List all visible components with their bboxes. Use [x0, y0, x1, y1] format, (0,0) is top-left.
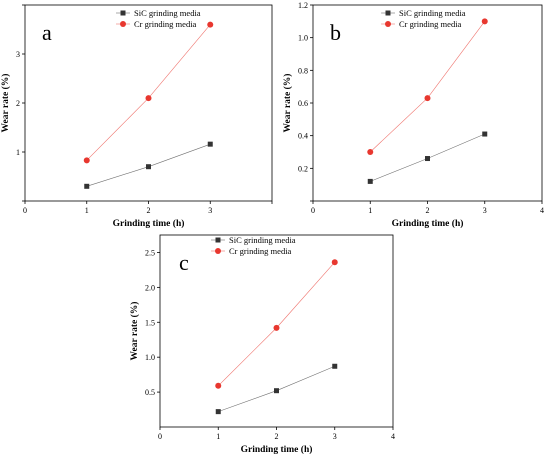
data-point-sic	[482, 131, 488, 137]
y-tick-label: 2	[16, 99, 20, 108]
data-point-cr	[145, 95, 152, 102]
x-axis-label: Grinding time (h)	[241, 444, 313, 455]
legend-marker-circle	[120, 21, 126, 27]
data-point-cr	[215, 382, 222, 389]
y-tick-label: 0.6	[298, 99, 308, 108]
data-point-cr	[367, 149, 374, 155]
data-point-sic	[332, 363, 338, 369]
y-tick-label: 0.2	[298, 164, 308, 173]
legend-label: SiC grinding media	[399, 8, 466, 18]
x-tick-label: 2	[426, 206, 430, 215]
x-tick-label: 2	[147, 206, 151, 215]
legend-label: Cr grinding media	[134, 19, 197, 29]
chart-panel-a: 0 1 2 3 1 2 3 Grinding time (h) Wear rate (%) a Si…	[0, 4, 273, 229]
x-axis-label: Grinding time (h)	[392, 218, 464, 229]
legend-marker-square	[385, 10, 391, 16]
data-point-cr	[273, 324, 280, 331]
x-tick-label: 4	[391, 432, 395, 441]
data-point-cr	[83, 157, 90, 164]
panel-label: a	[42, 20, 52, 45]
legend-marker-square	[215, 237, 221, 243]
data-point-sic	[207, 141, 213, 147]
y-tick-label: 1.5	[145, 318, 155, 327]
panel-label: b	[330, 20, 341, 45]
x-tick-label: 0	[311, 206, 315, 215]
data-point-sic	[84, 183, 90, 189]
y-tick-label: 1.0	[298, 34, 308, 43]
x-tick-label: 0	[158, 432, 162, 441]
x-tick-label: 4	[540, 206, 544, 215]
data-point-cr	[424, 95, 431, 102]
plot-frame	[159, 234, 394, 428]
x-tick-label: 3	[333, 432, 337, 441]
y-tick-label: 2.5	[145, 248, 155, 257]
y-tick-label: 1	[16, 148, 20, 157]
y-tick-label: 0.4	[298, 132, 308, 141]
data-point-sic	[274, 388, 279, 394]
y-tick-label: 1.0	[145, 353, 155, 362]
chart-panel-c: 0 1 2 3 4 0.5 1.0 1.5 2.0 2.5 Grinding time (h) Wea…	[129, 234, 395, 455]
legend-marker-circle	[385, 21, 391, 27]
data-point-cr	[481, 18, 488, 25]
data-point-sic	[425, 156, 430, 162]
series-line	[370, 21, 485, 153]
x-tick-label: 1	[368, 206, 372, 215]
series-line	[218, 262, 335, 387]
x-tick-label: 3	[208, 206, 212, 215]
x-axis-label: Grinding time (h)	[113, 218, 185, 229]
y-axis-label: Wear rate (%)	[129, 302, 140, 361]
y-tick-label: 0.5	[145, 388, 155, 397]
data-point-sic	[367, 178, 373, 184]
y-axis-label: Wear rate (%)	[0, 74, 11, 133]
x-tick-label: 3	[483, 206, 487, 215]
y-tick-label: 2.0	[145, 283, 155, 292]
plot-frame	[24, 4, 273, 202]
legend-label: Cr grinding media	[229, 246, 292, 256]
data-point-cr	[207, 21, 214, 28]
panel-label: c	[179, 250, 189, 275]
y-tick-label: 3	[16, 50, 20, 59]
data-point-cr	[331, 259, 338, 266]
x-tick-label: 1	[85, 206, 89, 215]
data-point-sic	[146, 164, 151, 170]
data-point-sic	[215, 409, 221, 415]
x-tick-label: 0	[23, 206, 27, 215]
y-axis-label: Wear rate (%)	[282, 74, 293, 133]
legend-label: SiC grinding media	[229, 235, 296, 245]
chart-panel-b: 0 1 2 3 4 0.2 0.4 0.6 0.8 1.0 1.2 Grinding time (h)…	[282, 1, 544, 229]
legend-label: Cr grinding media	[399, 19, 462, 29]
x-tick-label: 2	[275, 432, 279, 441]
legend-label: SiC grinding media	[134, 8, 201, 18]
plot-frame	[312, 4, 543, 202]
legend-marker-circle	[215, 248, 221, 254]
x-tick-label: 1	[216, 432, 220, 441]
y-tick-label: 1.2	[298, 1, 308, 10]
legend-marker-square	[120, 10, 126, 16]
series-line	[86, 24, 211, 161]
y-tick-label: 0.8	[298, 66, 308, 75]
